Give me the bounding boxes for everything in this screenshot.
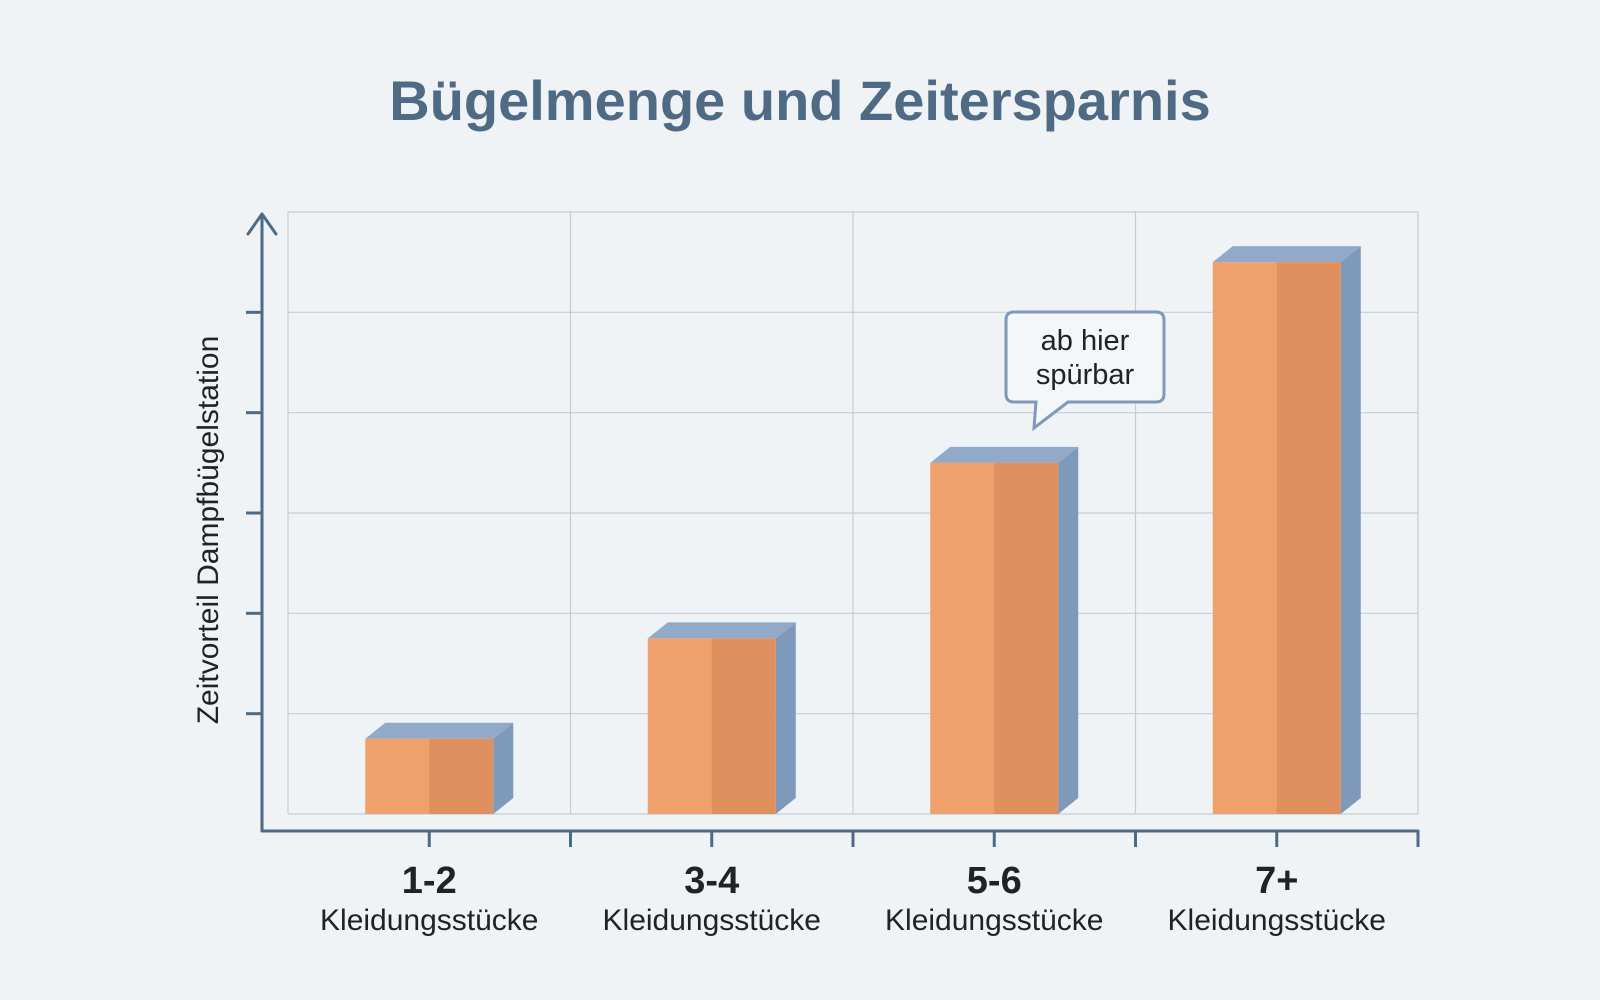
category-sublabel: Kleidungsstücke — [885, 904, 1103, 937]
bar — [647, 622, 796, 814]
bar-top-face — [647, 622, 796, 639]
bar — [365, 722, 514, 814]
bar-top-face — [1212, 246, 1361, 263]
category-labels: 1-2Kleidungsstücke3-4Kleidungsstücke5-6K… — [320, 860, 1386, 937]
bar-top-face — [365, 722, 514, 739]
chart-title: Bügelmenge und Zeitersparnis — [389, 69, 1211, 132]
axes — [246, 212, 1420, 847]
category-label: 7+ — [1255, 860, 1298, 902]
category-sublabel: Kleidungsstücke — [1168, 904, 1386, 937]
bar-top-face — [930, 446, 1079, 463]
category-sublabel: Kleidungsstücke — [603, 904, 821, 937]
bars — [365, 246, 1361, 815]
annotation-text: ab hier — [1041, 325, 1130, 357]
category-label: 1-2 — [402, 860, 457, 902]
category-sublabel: Kleidungsstücke — [320, 904, 538, 937]
bar-front-shade — [994, 462, 1059, 814]
y-axis-label: Zeitvorteil Dampfbügelstation — [192, 336, 225, 725]
bar-front-shade — [711, 638, 776, 814]
bar-front-shade — [1276, 262, 1341, 815]
bar — [1212, 246, 1361, 815]
bar-side-face — [775, 622, 796, 814]
y-axis-arrow-icon — [246, 212, 278, 236]
bar — [930, 446, 1079, 814]
category-label: 5-6 — [967, 860, 1022, 902]
annotation-text: spürbar — [1036, 359, 1135, 391]
bar-side-face — [493, 722, 514, 814]
speech-bubble-icon — [1004, 310, 1166, 432]
bar-side-face — [1058, 446, 1079, 814]
bar-front-shade — [429, 738, 494, 814]
bar-side-face — [1340, 246, 1361, 814]
category-label: 3-4 — [684, 860, 739, 902]
